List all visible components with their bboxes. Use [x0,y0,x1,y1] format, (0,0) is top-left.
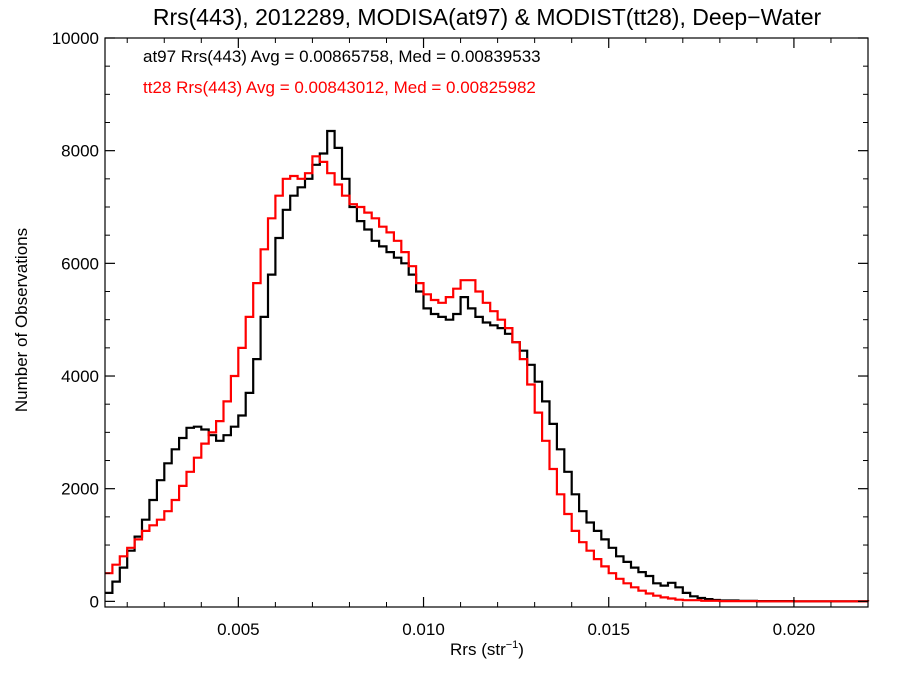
legend-entry-tt28: tt28 Rrs(443) Avg = 0.00843012, Med = 0.… [143,78,536,97]
x-tick-label: 0.010 [402,620,445,639]
y-tick-label: 2000 [61,480,99,499]
x-tick-label: 0.005 [217,620,260,639]
y-tick-label: 8000 [61,142,99,161]
series-line-at97 [105,129,870,603]
x-axis-label-close: ) [518,640,524,659]
x-tick-label: 0.015 [587,620,630,639]
x-axis-label: Rrs (str−1) [450,639,524,659]
y-tick-label: 0 [90,592,99,611]
x-axis-label-main: Rrs (str [450,640,506,659]
x-tick-label: 0.020 [773,620,816,639]
y-tick-label: 4000 [61,367,99,386]
y-tick-label: 6000 [61,254,99,273]
plot-frame [104,37,869,608]
y-axis-label: Number of Observations [12,228,31,412]
chart-title: Rrs(443), 2012289, MODISA(at97) & MODIST… [153,4,822,30]
x-axis-label-superscript: −1 [506,639,519,651]
legend-entry-at97: at97 Rrs(443) Avg = 0.00865758, Med = 0.… [143,47,541,66]
plot-area [105,129,870,603]
axes: 0.005 0.010 0.015 0.020 0 2000 4000 6000 8000 100… [52,29,869,639]
y-tick-label: 10000 [52,29,99,48]
series-line-tt28 [105,155,870,603]
